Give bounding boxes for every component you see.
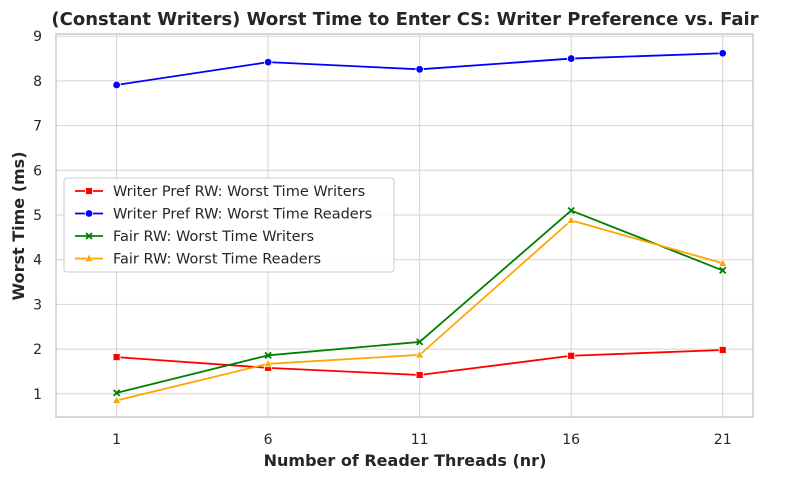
x-tick-label: 16 (562, 432, 580, 448)
legend-label: Writer Pref RW: Worst Time Readers (113, 207, 372, 223)
series-3 (112, 206, 727, 397)
legend-label: Fair RW: Worst Time Writers (113, 229, 314, 245)
legend-item: Writer Pref RW: Worst Time Readers (75, 207, 372, 223)
data-point (567, 351, 576, 360)
data-point (263, 358, 273, 368)
legend-item: Fair RW: Worst Time Readers (75, 252, 321, 268)
legend-swatch-marker (84, 253, 94, 262)
y-tick-label: 8 (33, 74, 42, 90)
y-tick-label: 7 (33, 119, 42, 135)
data-point (718, 346, 727, 354)
data-point (718, 49, 727, 58)
grid (56, 34, 753, 417)
data-point (112, 389, 121, 397)
legend-box (63, 177, 395, 273)
plot-frame (55, 33, 754, 418)
legend-swatch-marker (85, 187, 93, 195)
x-tick-label: 21 (714, 432, 732, 448)
x-tick-label: 6 (264, 432, 273, 448)
data-point (112, 80, 121, 90)
legend-swatch-marker (84, 209, 94, 218)
y-tick-label: 1 (33, 387, 42, 403)
y-tick-label: 2 (33, 342, 42, 358)
chart-title: (Constant Writers) Worst Time to Enter C… (51, 9, 758, 30)
data-point (112, 353, 121, 362)
data-point (415, 349, 425, 359)
x-axis-label: Number of Reader Threads (nr) (264, 451, 547, 470)
legend: Writer Pref RW: Worst Time Writers Writer… (63, 177, 395, 273)
data-point (415, 65, 424, 74)
y-tick-label: 9 (33, 29, 42, 45)
series-2 (112, 49, 727, 90)
legend-item: Fair RW: Worst Time Writers (75, 229, 314, 245)
data-point (566, 215, 576, 224)
series-4 (112, 215, 728, 404)
y-tick-label: 4 (33, 253, 42, 269)
y-tick-label: 3 (33, 297, 42, 313)
legend-label: Writer Pref RW: Worst Time Writers (113, 184, 365, 200)
data-point (264, 351, 272, 359)
series-layer (112, 49, 728, 404)
data-point (112, 395, 122, 404)
legend-item: Writer Pref RW: Worst Time Writers (75, 184, 365, 200)
data-point (567, 206, 575, 215)
data-point (719, 266, 727, 275)
legend-label: Fair RW: Worst Time Readers (113, 252, 321, 268)
data-point (415, 371, 424, 379)
x-tick-label: 1 (112, 432, 121, 448)
y-axis-label: Worst Time (ms) (9, 151, 28, 300)
data-point (416, 338, 424, 346)
y-tick-label: 5 (33, 208, 42, 224)
x-tick-label: 11 (411, 432, 429, 448)
data-point (718, 258, 728, 267)
legend-swatch-marker (85, 232, 93, 240)
data-point (263, 57, 273, 67)
data-point (566, 54, 576, 63)
y-tick-label: 6 (33, 163, 42, 179)
series-1 (112, 346, 727, 379)
